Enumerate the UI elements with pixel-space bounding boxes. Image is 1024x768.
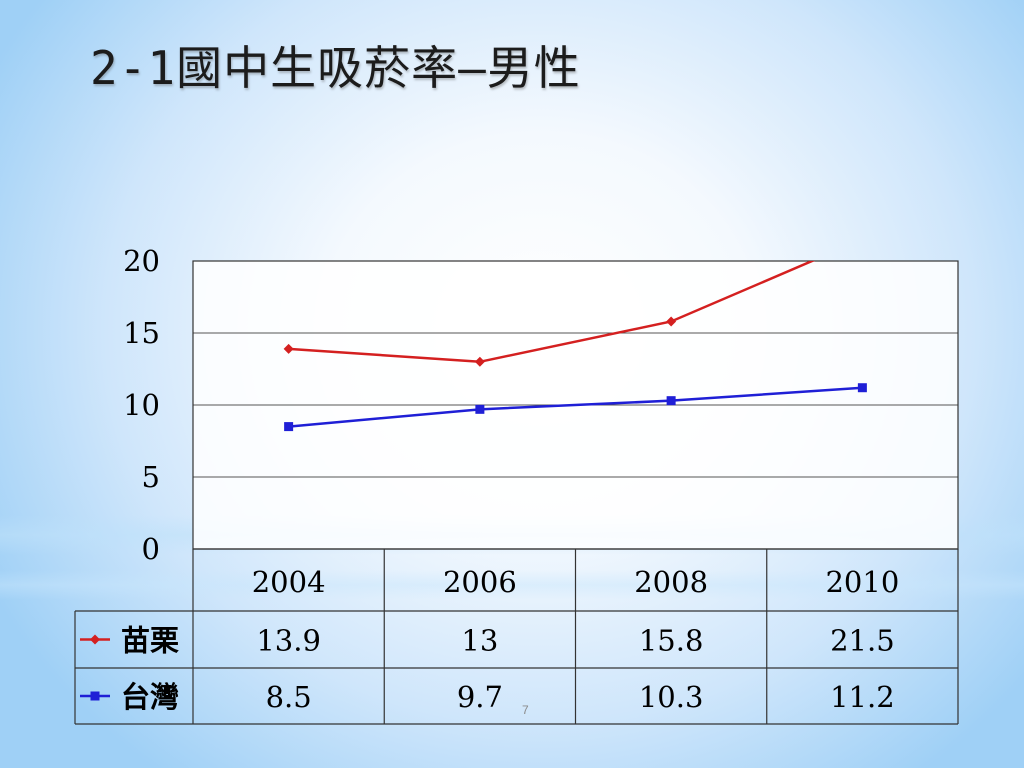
data-label: 21.5: [830, 624, 895, 658]
slide-title: 2-1國中生吸菸率—男性: [90, 41, 581, 95]
data-label: 13: [461, 624, 498, 658]
data-point: [475, 404, 485, 414]
data-point: [284, 422, 294, 432]
x-category-label: 2006: [443, 565, 517, 599]
data-label: 15.8: [639, 624, 704, 658]
data-point: [666, 316, 677, 327]
data-label: 10.3: [639, 680, 704, 714]
y-tick-label: 10: [123, 388, 160, 422]
series-line-1: [288, 261, 816, 364]
legend-series-name: 台灣: [121, 680, 179, 714]
x-category-label: 2008: [634, 565, 708, 599]
data-label: 8.5: [266, 680, 312, 714]
data-point: [857, 383, 867, 393]
legend-marker: [90, 691, 100, 701]
y-tick-label: 5: [142, 460, 160, 494]
y-tick-label: 20: [123, 244, 160, 278]
x-category-label: 2004: [252, 565, 326, 599]
data-label: 11.2: [830, 680, 895, 714]
x-category-label: 2010: [825, 565, 899, 599]
y-tick-label: 0: [142, 532, 160, 566]
page-number: 7: [522, 703, 529, 717]
data-point: [666, 396, 676, 406]
series-line-2: [288, 386, 863, 428]
y-tick-label: 15: [123, 316, 160, 350]
data-label: 9.7: [457, 680, 503, 714]
data-label: 13.9: [256, 624, 321, 658]
data-point: [283, 343, 294, 354]
legend-series-name: 苗栗: [121, 624, 179, 658]
data-point: [474, 356, 485, 367]
legend-marker: [90, 634, 100, 645]
